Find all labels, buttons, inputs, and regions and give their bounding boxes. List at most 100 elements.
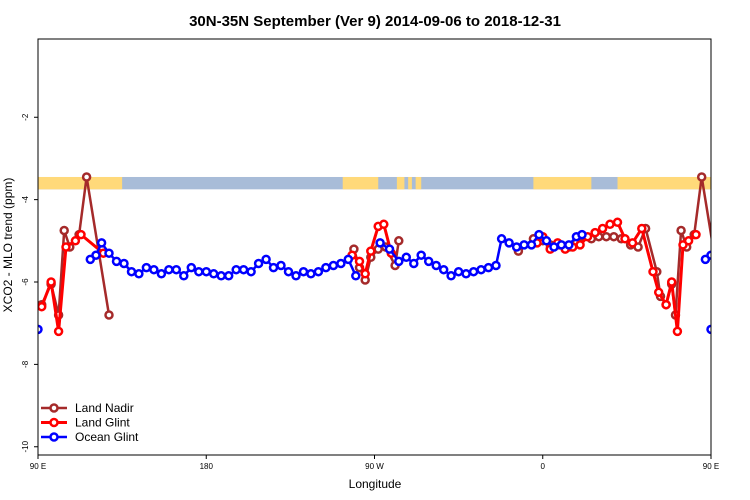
data-point	[216, 271, 226, 281]
data-point	[511, 242, 522, 252]
legend-marker	[49, 432, 59, 442]
data-point	[76, 229, 86, 240]
data-point	[238, 264, 249, 275]
data-point	[713, 239, 720, 246]
data-point	[104, 310, 114, 320]
data-point	[601, 231, 612, 242]
y-tick-label: -8	[21, 360, 30, 368]
x-tick-label: 180	[200, 462, 214, 471]
data-point	[491, 260, 501, 271]
data-point	[223, 271, 234, 281]
legend-label: Land Glint	[75, 416, 130, 430]
data-point	[438, 264, 449, 275]
data-point	[351, 271, 361, 281]
data-point	[253, 258, 264, 269]
data-point	[126, 266, 137, 277]
data-point	[401, 252, 412, 263]
legend-item: Ocean Glint	[41, 430, 139, 444]
data-point	[276, 260, 286, 271]
data-point	[394, 256, 404, 267]
data-point	[291, 271, 301, 281]
data-point	[736, 260, 743, 267]
data-point	[354, 256, 365, 267]
land-strip-segment	[398, 176, 405, 190]
data-point	[549, 242, 559, 252]
series-layer	[38, 172, 750, 337]
x-tick-label: 90 E	[30, 462, 46, 471]
data-point	[597, 223, 608, 234]
data-point	[743, 268, 750, 275]
data-point	[609, 231, 619, 242]
data-point	[661, 299, 671, 310]
data-point	[366, 246, 376, 256]
x-tick-label: 90 E	[703, 462, 719, 471]
data-point	[683, 236, 694, 246]
data-point	[612, 217, 623, 228]
chart-title: 30N-35N September (Ver 9) 2014-09-06 to …	[189, 13, 561, 30]
x-axis-label: Longitude	[349, 477, 402, 491]
data-point	[313, 266, 324, 277]
land-strip-segment	[617, 176, 711, 190]
data-point	[96, 238, 107, 248]
data-point	[384, 244, 395, 254]
data-point	[306, 269, 316, 279]
y-tick-label: -4	[21, 196, 30, 204]
data-point	[476, 264, 486, 275]
data-point	[104, 248, 114, 258]
data-point	[156, 269, 167, 279]
data-point	[541, 236, 552, 246]
data-point	[134, 269, 144, 279]
data-point	[446, 271, 456, 281]
land-strip-segment	[342, 176, 379, 190]
data-point	[208, 269, 219, 279]
data-point	[61, 242, 71, 252]
data-point	[605, 219, 615, 230]
land-strip-segment	[415, 176, 422, 190]
x-tick-label: 90 W	[365, 462, 384, 471]
data-point	[627, 238, 638, 248]
data-point	[179, 271, 189, 281]
legend-label: Ocean Glint	[75, 430, 139, 444]
data-point	[194, 266, 204, 277]
land-strip-segment	[38, 176, 123, 190]
data-point	[431, 260, 441, 271]
data-point	[519, 240, 529, 250]
data-point	[321, 262, 331, 273]
series-ocean-glint	[38, 229, 750, 335]
data-point	[201, 266, 212, 277]
data-point	[186, 262, 197, 273]
data-point	[409, 258, 419, 269]
x-tick-label: 0	[541, 462, 546, 471]
data-point	[653, 287, 664, 298]
data-point	[483, 262, 494, 273]
data-point	[461, 269, 471, 279]
data-point	[590, 227, 600, 238]
data-point	[360, 269, 370, 279]
data-point	[620, 234, 630, 244]
data-point	[706, 250, 711, 260]
legend-item: Land Glint	[41, 416, 130, 430]
legend-label: Land Nadir	[75, 401, 134, 415]
data-point	[575, 240, 585, 250]
data-point	[343, 254, 354, 265]
data-point	[164, 264, 174, 275]
land-strip-segment	[396, 176, 399, 190]
data-point	[261, 254, 271, 265]
data-point	[268, 262, 279, 273]
data-point	[394, 236, 404, 246]
data-point	[171, 264, 182, 275]
data-point	[496, 234, 507, 244]
data-point	[666, 277, 677, 287]
data-point	[672, 326, 683, 337]
data-point	[38, 301, 47, 312]
data-point	[728, 258, 735, 265]
data-point	[379, 219, 389, 230]
data-point	[336, 258, 346, 269]
data-point	[676, 225, 686, 236]
legend-item: Land Nadir	[41, 401, 134, 415]
data-point	[81, 172, 92, 182]
data-point	[468, 266, 479, 277]
data-point	[91, 250, 101, 260]
